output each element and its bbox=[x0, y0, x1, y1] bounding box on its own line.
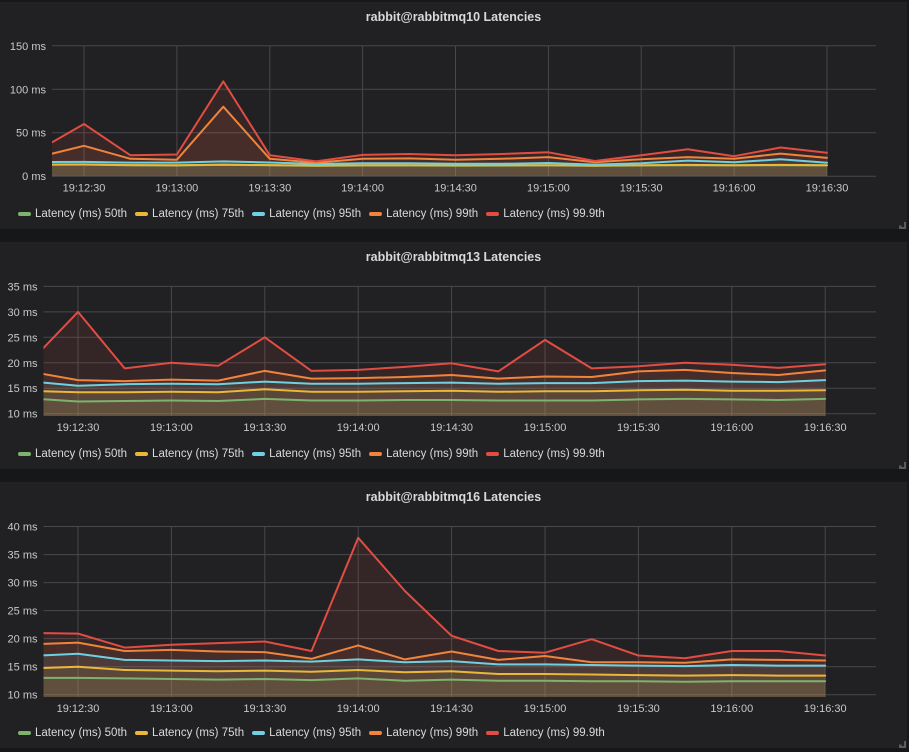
svg-text:19:13:00: 19:13:00 bbox=[150, 422, 193, 434]
svg-text:19:16:30: 19:16:30 bbox=[804, 422, 847, 434]
svg-text:19:16:30: 19:16:30 bbox=[806, 182, 849, 194]
svg-text:50 ms: 50 ms bbox=[16, 128, 46, 140]
svg-text:20 ms: 20 ms bbox=[8, 358, 38, 370]
svg-text:19:13:00: 19:13:00 bbox=[150, 703, 193, 715]
svg-text:19:13:30: 19:13:30 bbox=[248, 182, 291, 194]
svg-text:100 ms: 100 ms bbox=[10, 84, 47, 96]
svg-text:19:12:30: 19:12:30 bbox=[63, 182, 106, 194]
svg-text:40 ms: 40 ms bbox=[8, 522, 38, 534]
svg-text:30 ms: 30 ms bbox=[8, 307, 38, 319]
svg-text:25 ms: 25 ms bbox=[8, 606, 38, 618]
svg-text:19:16:00: 19:16:00 bbox=[713, 182, 756, 194]
svg-text:10 ms: 10 ms bbox=[8, 690, 38, 702]
svg-text:19:13:30: 19:13:30 bbox=[243, 422, 286, 434]
svg-text:19:16:30: 19:16:30 bbox=[804, 703, 847, 715]
svg-text:150 ms: 150 ms bbox=[10, 41, 47, 53]
svg-text:10 ms: 10 ms bbox=[8, 409, 38, 421]
svg-text:19:13:30: 19:13:30 bbox=[243, 703, 286, 715]
svg-text:19:15:30: 19:15:30 bbox=[617, 422, 660, 434]
svg-text:0 ms: 0 ms bbox=[22, 171, 46, 183]
svg-text:19:15:00: 19:15:00 bbox=[524, 703, 567, 715]
svg-text:19:14:30: 19:14:30 bbox=[430, 703, 473, 715]
svg-text:19:14:30: 19:14:30 bbox=[434, 182, 477, 194]
svg-text:19:14:30: 19:14:30 bbox=[430, 422, 473, 434]
svg-text:19:14:00: 19:14:00 bbox=[337, 422, 380, 434]
svg-text:15 ms: 15 ms bbox=[8, 662, 38, 674]
svg-text:19:14:00: 19:14:00 bbox=[341, 182, 384, 194]
svg-text:25 ms: 25 ms bbox=[8, 332, 38, 344]
svg-text:19:15:00: 19:15:00 bbox=[527, 182, 570, 194]
svg-text:19:13:00: 19:13:00 bbox=[155, 182, 198, 194]
svg-text:19:15:30: 19:15:30 bbox=[617, 703, 660, 715]
svg-text:19:15:30: 19:15:30 bbox=[620, 182, 663, 194]
svg-text:15 ms: 15 ms bbox=[8, 383, 38, 395]
svg-text:35 ms: 35 ms bbox=[8, 281, 38, 293]
svg-text:19:14:00: 19:14:00 bbox=[337, 703, 380, 715]
svg-text:19:16:00: 19:16:00 bbox=[710, 422, 753, 434]
svg-text:19:15:00: 19:15:00 bbox=[524, 422, 567, 434]
svg-text:19:12:30: 19:12:30 bbox=[57, 703, 100, 715]
svg-text:35 ms: 35 ms bbox=[8, 550, 38, 562]
svg-text:30 ms: 30 ms bbox=[8, 578, 38, 590]
svg-text:19:12:30: 19:12:30 bbox=[57, 422, 100, 434]
svg-text:19:16:00: 19:16:00 bbox=[710, 703, 753, 715]
svg-text:20 ms: 20 ms bbox=[8, 634, 38, 646]
